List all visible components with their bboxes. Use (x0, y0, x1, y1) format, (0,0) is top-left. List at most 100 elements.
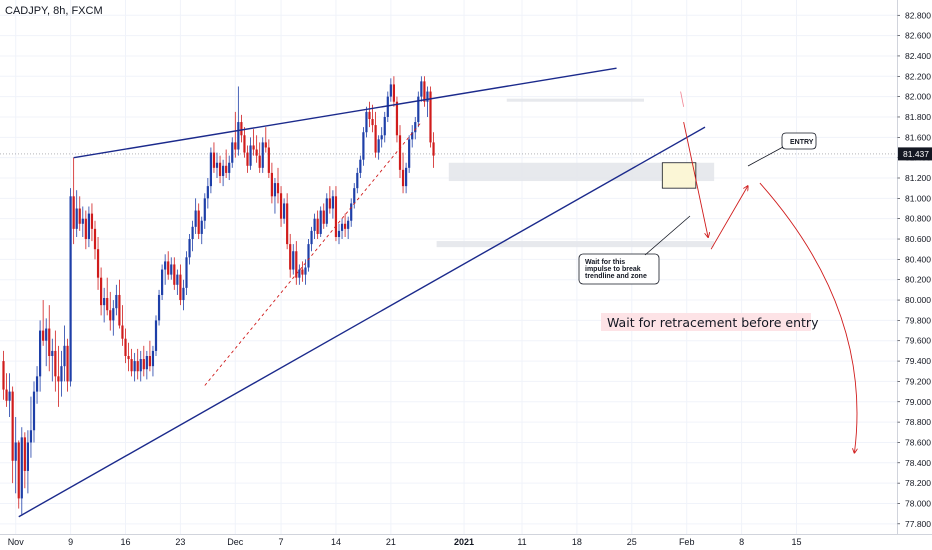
candle-113 (347, 216, 350, 240)
candle-body-107 (328, 198, 331, 209)
candle-21 (66, 338, 69, 392)
candle-body-120 (368, 111, 371, 120)
candle-128 (392, 76, 395, 107)
candle-120 (368, 101, 371, 128)
candle-body-133 (408, 139, 411, 168)
candle-139 (426, 86, 429, 117)
candle-100 (307, 239, 310, 272)
candle-body-123 (377, 139, 380, 153)
candle-130 (398, 125, 402, 178)
candle-18 (57, 345, 60, 407)
candle-body-20 (63, 345, 66, 367)
candle-19 (60, 350, 63, 397)
candle-39 (121, 305, 124, 346)
candle-67 (206, 178, 209, 209)
retracement-note-text: Wait for retracement before entry (607, 315, 819, 330)
x-tick-label-7: 21 (386, 537, 396, 547)
candle-76 (234, 111, 237, 158)
candle-body-134 (411, 132, 414, 140)
candle-141 (432, 132, 435, 168)
candle-body-17 (54, 350, 57, 377)
candle-body-46 (142, 359, 145, 370)
candle-body-129 (395, 101, 399, 136)
candle-body-21 (66, 345, 69, 382)
candle-body-69 (212, 152, 216, 168)
candle-32 (100, 267, 103, 316)
candle-body-95 (292, 251, 295, 270)
candle-body-124 (380, 135, 383, 140)
candle-27 (84, 210, 87, 250)
candle-68 (209, 147, 212, 194)
candle-body-82 (252, 145, 255, 150)
candle-body-117 (359, 159, 362, 173)
y-tick-label-22: 78.400 (905, 458, 931, 468)
candle-71 (218, 155, 222, 184)
candle-body-105 (322, 210, 325, 224)
candle-83 (255, 135, 258, 163)
candle-122 (374, 111, 377, 158)
candle-134 (411, 125, 414, 148)
x-tick-label-4: Dec (227, 537, 244, 547)
candle-body-72 (222, 165, 225, 176)
zone-mid (448, 162, 715, 182)
candle-body-122 (374, 125, 377, 153)
candle-43 (133, 352, 136, 382)
y-tick-label-25: 77.800 (905, 519, 931, 529)
time-axis[interactable]: Nov 9 16 23 Dec 7 14 21 2021 11 18 25 Feb 8 15 (8, 537, 802, 547)
candle-body-47 (145, 356, 148, 370)
candle-109 (334, 186, 338, 242)
note-pointer (644, 215, 691, 256)
y-tick-label-5: 81.800 (905, 112, 931, 122)
candle-body-2 (8, 391, 11, 401)
candle-body-55 (170, 264, 173, 275)
candle-70 (215, 152, 219, 178)
candle-body-51 (157, 294, 161, 321)
candle-body-16 (51, 350, 54, 356)
y-tick-label-16: 79.600 (905, 336, 931, 346)
candle-132 (405, 162, 408, 194)
candle-body-81 (249, 145, 252, 166)
candle-body-85 (261, 142, 264, 168)
candle-74 (228, 155, 231, 181)
candle-body-0 (2, 361, 5, 390)
candle-98 (301, 261, 304, 282)
candle-body-66 (203, 198, 206, 221)
candle-body-6 (20, 437, 23, 499)
candle-body-96 (295, 251, 298, 278)
candle-57 (176, 269, 179, 295)
candle-body-121 (371, 119, 374, 126)
candle-body-24 (75, 208, 78, 229)
candle-73 (225, 149, 228, 178)
candle-body-103 (316, 218, 319, 234)
candle-105 (322, 203, 325, 229)
candle-body-26 (81, 218, 84, 224)
candle-89 (273, 178, 277, 214)
note-box (578, 253, 660, 285)
candle-body-44 (136, 361, 139, 372)
candle-82 (252, 129, 255, 156)
trendline-lower[interactable] (18, 126, 706, 518)
candle-body-87 (267, 147, 270, 173)
candle-25 (78, 196, 81, 231)
candle-body-33 (103, 298, 106, 306)
candle-66 (203, 193, 206, 229)
candle-37 (115, 284, 118, 316)
candle-body-139 (426, 91, 429, 102)
candle-9 (29, 396, 33, 458)
candle-93 (286, 193, 289, 250)
candle-body-35 (109, 310, 112, 321)
trendline-upper[interactable] (73, 67, 617, 159)
candle-58 (179, 264, 182, 306)
candle-30 (93, 220, 97, 260)
y-tick-label-3: 82.200 (905, 71, 931, 81)
arrow-top-small (680, 91, 685, 107)
candle-51 (157, 289, 161, 326)
candle-136 (417, 91, 420, 128)
candle-body-99 (304, 267, 307, 275)
candle-108 (331, 190, 334, 219)
candle-body-88 (270, 172, 273, 197)
entry-callout-pointer (747, 146, 784, 167)
candle-body-12 (39, 330, 42, 377)
x-tick-label-8: 2021 (454, 537, 474, 547)
